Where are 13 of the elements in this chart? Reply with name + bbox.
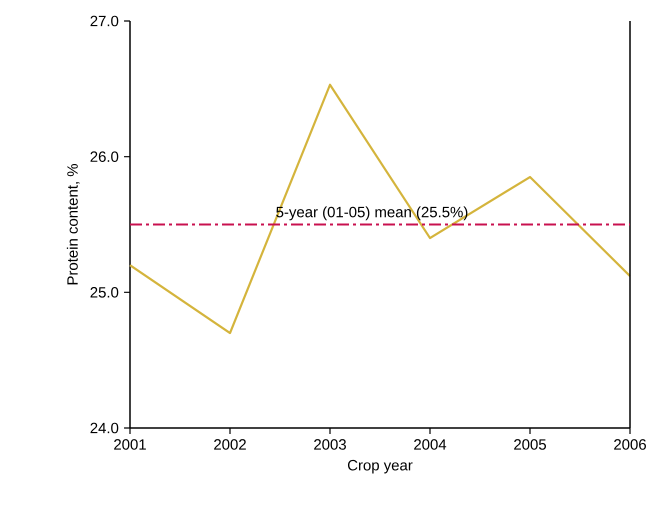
x-tick-label: 2001 <box>114 439 146 450</box>
y-tick-label: 24.0 <box>90 422 118 434</box>
y-tick-label: 25.0 <box>90 287 118 298</box>
x-tick-label: 2006 <box>614 439 646 450</box>
y-tick-label: 26.0 <box>90 151 118 162</box>
y-axis-title: Protein content, % <box>66 164 80 284</box>
y-tick-label: 27.0 <box>90 16 118 26</box>
line-series <box>128 84 632 334</box>
x-tick-label: 2003 <box>314 439 346 450</box>
x-axis-title: Crop year <box>348 460 413 474</box>
x-tick-label: 2005 <box>514 439 546 450</box>
x-tick-label: 2002 <box>214 439 246 450</box>
x-tick-label: 2004 <box>414 439 446 450</box>
